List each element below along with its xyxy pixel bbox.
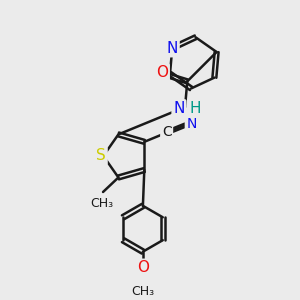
Text: O: O	[137, 260, 149, 275]
Text: N: N	[186, 117, 197, 131]
Text: O: O	[156, 65, 168, 80]
Text: CH₃: CH₃	[90, 197, 113, 210]
Text: N: N	[173, 101, 184, 116]
Text: CH₃: CH₃	[131, 285, 154, 298]
Text: C: C	[162, 125, 172, 139]
Text: H: H	[189, 101, 201, 116]
Text: S: S	[96, 148, 106, 164]
Text: N: N	[167, 40, 178, 56]
